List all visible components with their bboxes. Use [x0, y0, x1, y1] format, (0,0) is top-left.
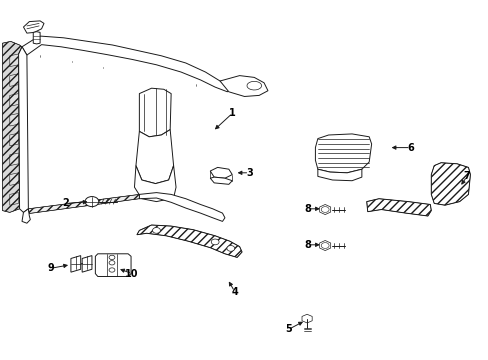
Polygon shape — [10, 193, 19, 205]
Circle shape — [152, 228, 160, 233]
Polygon shape — [10, 94, 19, 106]
Polygon shape — [10, 153, 19, 166]
Polygon shape — [22, 209, 30, 223]
Text: 4: 4 — [231, 287, 238, 297]
Text: 10: 10 — [125, 269, 139, 279]
Text: 5: 5 — [285, 324, 291, 334]
Polygon shape — [22, 36, 229, 92]
Polygon shape — [137, 225, 242, 257]
Circle shape — [321, 207, 328, 212]
Polygon shape — [134, 166, 176, 202]
Text: 7: 7 — [463, 171, 469, 181]
Polygon shape — [95, 254, 131, 276]
Polygon shape — [19, 47, 28, 212]
Text: 3: 3 — [245, 168, 252, 178]
Circle shape — [226, 246, 234, 251]
Polygon shape — [33, 32, 40, 44]
Polygon shape — [319, 204, 330, 215]
Polygon shape — [10, 74, 19, 86]
Polygon shape — [220, 76, 267, 96]
Polygon shape — [139, 193, 224, 221]
Polygon shape — [10, 113, 19, 126]
Polygon shape — [10, 54, 19, 67]
Text: 6: 6 — [407, 143, 413, 153]
Circle shape — [109, 261, 115, 265]
Polygon shape — [2, 41, 22, 212]
Circle shape — [85, 197, 99, 207]
Circle shape — [109, 268, 115, 272]
Polygon shape — [10, 133, 19, 146]
Text: 9: 9 — [48, 263, 55, 273]
Text: 8: 8 — [304, 240, 311, 250]
Polygon shape — [71, 256, 81, 272]
Circle shape — [109, 255, 115, 260]
Polygon shape — [430, 163, 469, 205]
Polygon shape — [317, 169, 361, 181]
Polygon shape — [210, 167, 232, 178]
Polygon shape — [366, 199, 430, 216]
Polygon shape — [10, 173, 19, 185]
Polygon shape — [139, 88, 171, 137]
Polygon shape — [23, 21, 44, 33]
Polygon shape — [28, 194, 139, 213]
Polygon shape — [315, 134, 371, 173]
Polygon shape — [302, 314, 311, 323]
Text: 2: 2 — [62, 198, 69, 208]
Polygon shape — [210, 177, 232, 184]
Circle shape — [321, 243, 328, 248]
Polygon shape — [246, 81, 261, 90]
Polygon shape — [136, 130, 173, 184]
Polygon shape — [82, 256, 92, 272]
Polygon shape — [319, 240, 330, 251]
Text: 8: 8 — [304, 204, 311, 214]
Text: 1: 1 — [228, 108, 235, 118]
Circle shape — [211, 239, 219, 245]
